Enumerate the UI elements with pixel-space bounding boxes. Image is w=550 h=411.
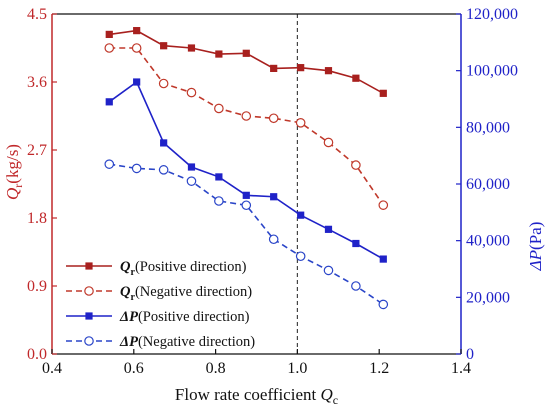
y-left-tick-label: 3.6 — [27, 74, 47, 91]
x-tick-label: 1.0 — [287, 360, 307, 377]
y-left-tick-label: 1.8 — [27, 210, 47, 227]
legend-label: Qr(Negative direction) — [120, 284, 252, 303]
legend-marker — [85, 312, 93, 320]
data-point — [324, 67, 333, 75]
data-point — [215, 173, 223, 181]
data-point — [268, 113, 279, 124]
series-line — [109, 47, 384, 206]
data-point — [104, 43, 115, 53]
series-line — [108, 80, 384, 260]
data-point — [241, 111, 252, 121]
series-line — [109, 163, 384, 306]
data-point — [295, 251, 306, 262]
data-point — [104, 159, 115, 169]
data-point — [133, 78, 141, 86]
data-point — [378, 299, 389, 310]
x-axis-title: Flow rate coefficient Qc — [175, 385, 338, 407]
data-point — [186, 176, 197, 186]
data-point — [379, 255, 387, 263]
y-left-axis-title: Qr(kg/s) — [3, 144, 25, 200]
data-point — [187, 163, 196, 171]
legend-marker — [85, 262, 93, 270]
y-right-tick-label: 40,000 — [466, 233, 510, 250]
y-right-tick-label: 100,000 — [466, 63, 518, 80]
x-tick-label: 0.6 — [124, 360, 144, 377]
y-left-tick-label: 0.9 — [27, 278, 47, 295]
data-point — [215, 50, 223, 58]
data-point — [297, 211, 305, 219]
legend-item-3: ΔP(Negative direction) — [66, 334, 255, 350]
data-point — [131, 43, 142, 53]
data-point — [131, 163, 142, 174]
data-point — [297, 64, 305, 72]
data-point — [268, 234, 279, 245]
series-3 — [104, 159, 389, 310]
y-left-tick-label: 4.5 — [27, 6, 47, 23]
series-1 — [104, 43, 389, 210]
y-right-tick-label: 120,000 — [466, 6, 518, 23]
data-point — [186, 87, 197, 98]
legend-item-1: Qr(Negative direction) — [66, 284, 252, 303]
data-point — [352, 239, 360, 248]
y-right-tick-label: 20,000 — [466, 289, 510, 306]
data-point — [214, 196, 224, 206]
x-tick-label: 1.4 — [451, 360, 471, 377]
data-point — [133, 27, 141, 35]
legend-item-2: ΔP(Positive direction) — [66, 309, 250, 325]
data-point — [241, 200, 252, 211]
series-2 — [105, 78, 387, 263]
series-layer — [104, 27, 389, 310]
data-point — [105, 98, 113, 106]
data-point — [105, 30, 113, 38]
y-left-tick-label: 0.0 — [27, 346, 47, 363]
x-tick-label: 1.2 — [369, 360, 389, 377]
data-point — [270, 193, 278, 201]
data-point — [323, 265, 334, 276]
y-left-tick-label: 2.7 — [27, 142, 47, 159]
data-point — [270, 64, 278, 72]
y-right-axis-title: ΔP(Pa) — [526, 222, 545, 272]
data-point — [160, 42, 168, 50]
data-point — [324, 225, 333, 233]
y-right-tick-label: 80,000 — [466, 119, 510, 136]
legend-label: ΔP(Positive direction) — [119, 309, 250, 325]
data-point — [379, 89, 387, 97]
data-point — [158, 78, 169, 89]
data-point — [351, 160, 361, 170]
data-point — [242, 49, 250, 57]
data-point — [242, 191, 250, 199]
axes-layer: 0.4 0.6 0.8 1.0 1.2 1.4 0.0 0.9 1.8 2.7 3.6 4.5 0 20,… — [3, 6, 545, 407]
legend-label: Qr(Positive direction) — [120, 259, 247, 278]
data-point — [351, 281, 361, 291]
data-point — [214, 103, 224, 114]
y-right-tick-label: 60,000 — [466, 176, 510, 193]
legend: Qr(Positive direction) Qr(Negative direct… — [66, 259, 255, 350]
series-0 — [105, 27, 387, 97]
legend-item-0: Qr(Positive direction) — [66, 259, 247, 278]
data-point — [160, 139, 168, 147]
legend-marker — [84, 336, 94, 346]
data-point — [158, 165, 169, 175]
x-tick-label: 0.4 — [42, 360, 62, 377]
legend-label: ΔP(Negative direction) — [119, 334, 255, 350]
data-point — [295, 118, 306, 128]
legend-marker — [84, 286, 94, 296]
data-point — [378, 200, 389, 210]
data-point — [352, 74, 360, 82]
x-tick-label: 0.8 — [206, 360, 226, 377]
data-point — [323, 137, 334, 148]
data-point — [187, 44, 196, 52]
y-right-tick-label: 0 — [466, 346, 474, 363]
series-line — [109, 29, 384, 95]
